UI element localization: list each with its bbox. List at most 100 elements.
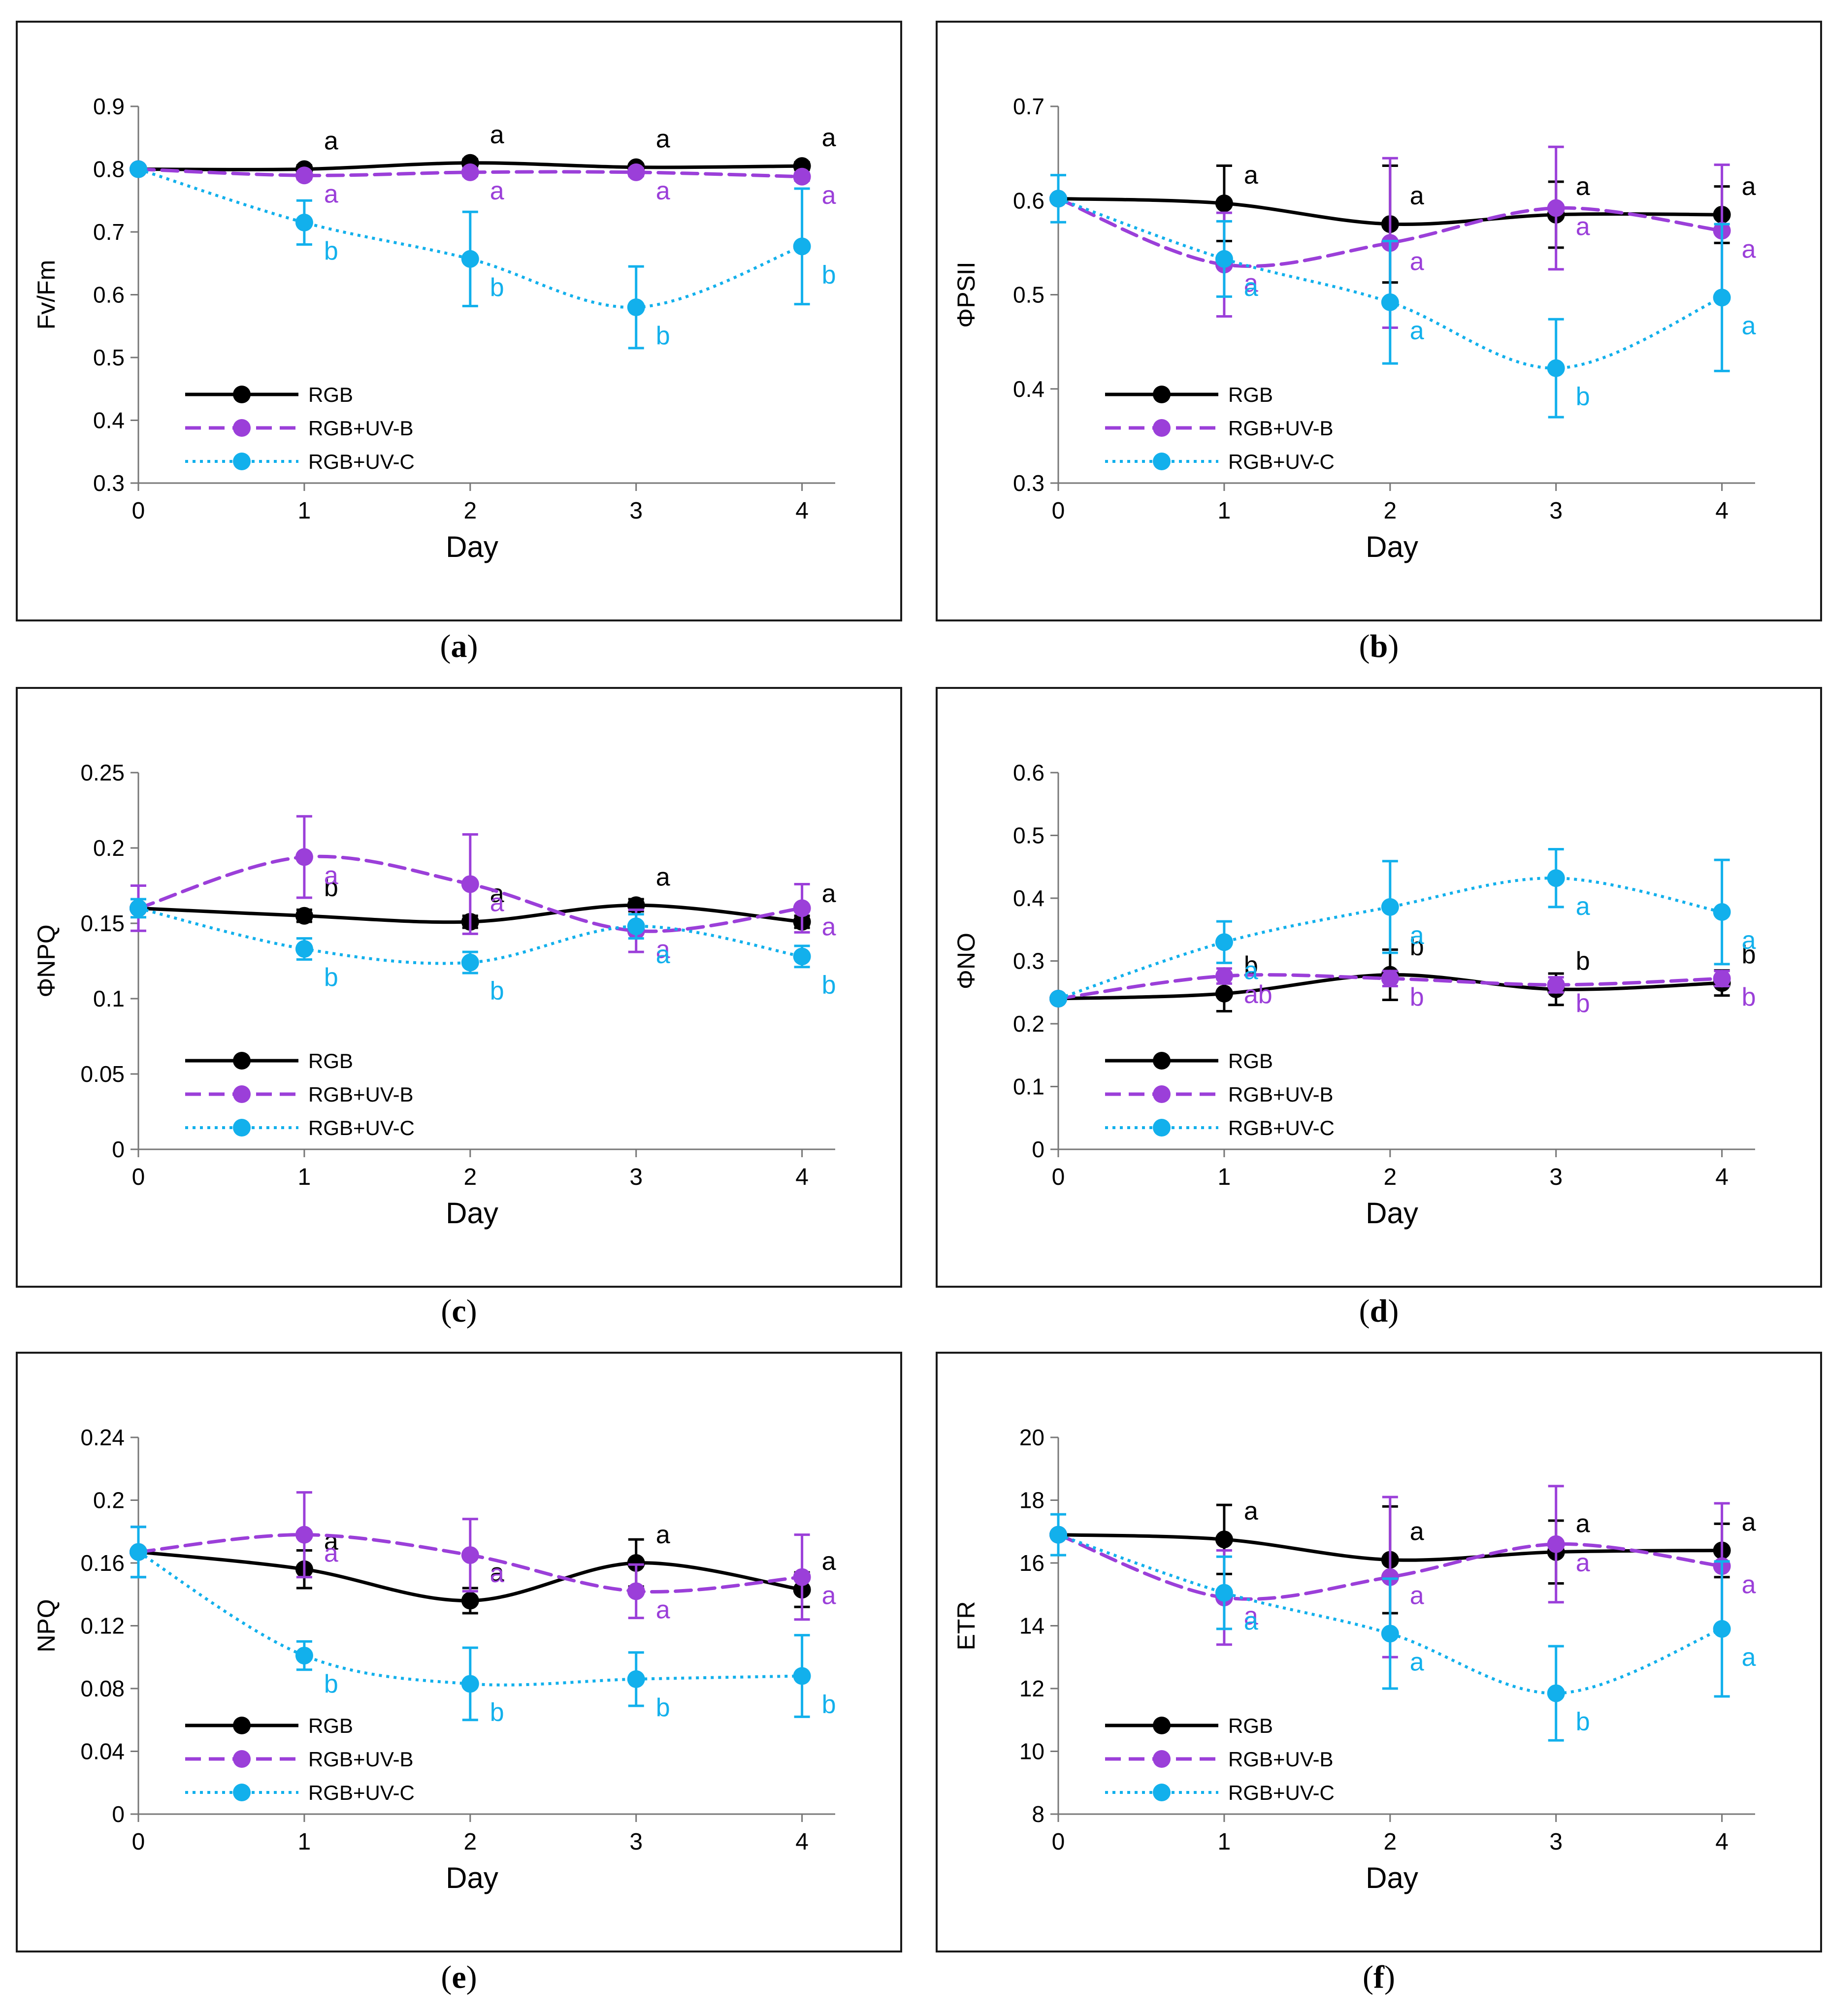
significance-letter: b [324,1670,338,1698]
legend: RGB RGB+UV-B RGB+UV-C [1105,1049,1335,1139]
y-tick-label: 0.5 [1013,823,1044,848]
y-axis-title: Fv/Fm [33,260,60,330]
y-tick-label: 0.5 [1013,282,1044,308]
y-tick-label: 0.9 [93,94,125,119]
data-point [461,250,479,268]
significance-letter: a [656,935,670,964]
data-point [627,163,645,181]
significance-letter: b [1576,1708,1590,1736]
y-tick-label: 0.16 [80,1550,125,1576]
data-point [793,237,811,256]
data-point [295,1526,313,1544]
y-axis-title: NPQ [33,1599,60,1652]
x-tick-label: 3 [1549,1829,1563,1855]
x-tick-label: 2 [1383,1829,1397,1855]
caption-b: (b) [1359,628,1399,664]
data-point [461,163,479,181]
legend: RGB RGB+UV-B RGB+UV-C [185,383,415,473]
y-tick-label: 0.7 [1013,94,1044,119]
legend-label: RGB+UV-C [308,1116,415,1139]
x-tick-label: 0 [132,498,145,524]
data-point [1381,898,1399,916]
y-tick-label: 0.04 [80,1739,125,1764]
data-point [1049,990,1067,1008]
significance-letter: a [822,879,836,908]
chart-panel-b: 0.3 0.4 0.5 0.6 0.7 0 1 2 3 4 Day ΦPSII a a a a a a a a a a b a… [936,21,1822,621]
significance-letter: b [490,273,504,302]
significance-letter: b [656,1693,670,1722]
data-point [130,160,147,178]
y-tick-label: 0.3 [93,470,125,496]
x-tick-label: 0 [132,1164,145,1190]
chart-panel-f: 8 10 12 14 16 18 20 0 1 2 3 4 Day ETR a a a a a a a a a a b a RGB R… [936,1352,1822,1952]
y-tick-label: 8 [1032,1801,1044,1827]
legend-swatch-marker [233,419,251,437]
x-tick-label: 1 [298,1829,311,1855]
significance-letter: a [490,879,504,908]
significance-letter: a [1576,213,1590,241]
y-tick-label: 10 [1019,1739,1044,1764]
series-uvc: b b a b [130,898,836,1006]
x-tick-label: 2 [463,1164,477,1190]
data-point [627,917,645,936]
significance-letter: b [656,322,670,350]
x-tick-label: 3 [629,498,643,524]
significance-letter: a [1742,1643,1756,1672]
data-point [1381,1568,1399,1586]
legend-label: RGB+UV-C [308,1781,415,1804]
y-axis-title: ΦNPQ [33,924,60,997]
chart-panel-a: 0.3 0.4 0.5 0.6 0.7 0.8 0.9 0 1 2 3 4 Day Fv/Fm a a a a a a… [16,21,902,621]
x-tick-label: 1 [1218,498,1231,524]
series-rgb: bbb b [1049,933,1756,1012]
data-point [1547,975,1565,994]
y-tick-label: 0.15 [80,910,125,936]
significance-letter: b [490,1698,504,1726]
significance-letter: a [656,941,670,969]
significance-letter: a [1410,317,1424,345]
significance-letter: a [1742,312,1756,340]
data-point [627,298,645,316]
data-point [1381,970,1399,988]
data-point [1381,1625,1399,1643]
x-tick-label: 1 [298,498,311,524]
y-axis-title: ΦPSII [952,261,980,327]
caption-f: (f) [1363,1959,1395,1995]
legend-swatch-marker [1153,386,1171,403]
data-point [295,166,313,185]
y-tick-label: 0.12 [80,1613,125,1639]
significance-letter: a [1244,956,1258,985]
legend-swatch-marker [1153,453,1171,470]
legend-label: RGB [308,1049,353,1073]
caption-c: (c) [441,1293,477,1329]
data-point [295,213,313,231]
legend-swatch-marker [233,1052,251,1070]
significance-letter: b [490,977,504,1006]
legend-swatch-marker [1153,1119,1171,1137]
significance-letter: a [490,888,504,917]
significance-letter: a [1244,273,1258,302]
y-tick-label: 0.2 [1013,1011,1044,1037]
significance-letter: a [822,124,836,152]
legend-swatch-marker [233,1085,251,1103]
data-point [1713,289,1731,307]
significance-letter: a [1410,1648,1424,1676]
significance-letter: a [822,1547,836,1576]
significance-letter: a [1576,892,1590,921]
data-point [461,953,479,972]
data-point [461,1675,479,1693]
data-point [461,1592,479,1610]
y-tick-label: 0.08 [80,1676,125,1701]
legend-swatch-marker [1153,1750,1171,1768]
series-uvb: ab b b b [1049,967,1756,1018]
significance-letter: a [1244,1497,1258,1526]
significance-letter: a [1410,182,1424,210]
series-line [138,907,803,965]
y-axis-title: ΦNO [952,933,980,989]
data-point [1215,967,1233,985]
legend-swatch-marker [1153,1717,1171,1734]
data-point [1713,1620,1731,1638]
